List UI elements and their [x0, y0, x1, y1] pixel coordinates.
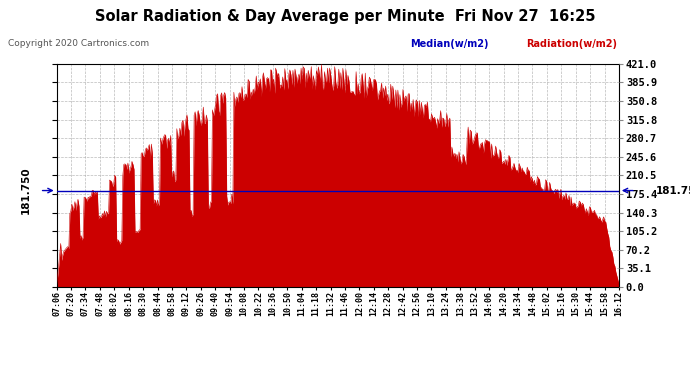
Text: Solar Radiation & Day Average per Minute  Fri Nov 27  16:25: Solar Radiation & Day Average per Minute…: [95, 9, 595, 24]
Text: Radiation(w/m2): Radiation(w/m2): [526, 39, 618, 50]
Text: 181.750: 181.750: [21, 167, 30, 214]
Text: Copyright 2020 Cartronics.com: Copyright 2020 Cartronics.com: [8, 39, 150, 48]
Text: 181.750: 181.750: [656, 186, 690, 195]
Text: Median(w/m2): Median(w/m2): [411, 39, 489, 50]
